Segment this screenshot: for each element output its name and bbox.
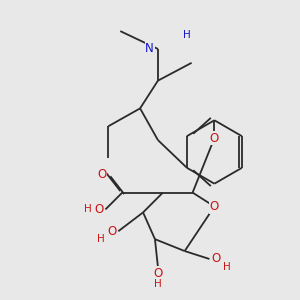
Text: O: O <box>94 203 104 216</box>
Text: O: O <box>153 267 163 280</box>
Text: O: O <box>210 200 219 213</box>
Text: O: O <box>107 225 116 238</box>
Text: H: H <box>154 279 162 289</box>
Text: O: O <box>210 132 219 145</box>
Text: H: H <box>223 262 231 272</box>
Text: O: O <box>212 253 221 266</box>
Text: O: O <box>97 168 106 181</box>
Text: N: N <box>145 42 154 56</box>
Text: H: H <box>183 30 190 40</box>
Text: H: H <box>97 234 104 244</box>
Text: H: H <box>84 204 92 214</box>
